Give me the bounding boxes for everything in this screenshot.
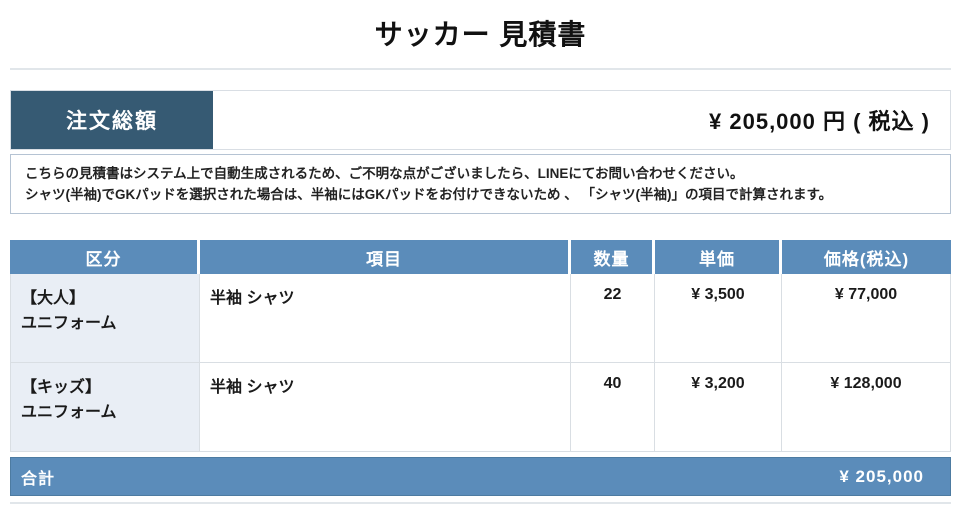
- row-unit-price: ¥ 3,500: [655, 274, 782, 363]
- grand-total-label: 合計: [21, 470, 56, 488]
- row-price: ¥ 77,000: [782, 274, 951, 363]
- row-item: 半袖 シャツ: [200, 363, 571, 452]
- column-header-price: 価格(税込): [782, 240, 951, 274]
- column-header-item: 項目: [200, 240, 571, 274]
- top-divider: [10, 68, 951, 70]
- grand-total-amount: ¥ 205,000: [839, 466, 924, 486]
- row-quantity: 22: [571, 274, 655, 363]
- row-item: 半袖 シャツ: [200, 274, 571, 363]
- column-header-category: 区分: [10, 240, 200, 274]
- row-unit-price: ¥ 3,200: [655, 363, 782, 452]
- page-title: サッカー 見積書: [374, 19, 587, 50]
- column-header-quantity: 数量: [571, 240, 655, 274]
- grand-total-bar: 合計 ¥ 205,000: [10, 457, 951, 496]
- notice-line-2: シャツ(半袖)でGKパッドを選択された場合は、半袖にはGKパッドをお付けできない…: [25, 187, 833, 202]
- notice-line-1: こちらの見積書はシステム上で自動生成されるため、ご不明な点がございましたら、LI…: [25, 166, 744, 181]
- row-category: 【大人】 ユニフォーム: [10, 274, 200, 363]
- row-quantity: 40: [571, 363, 655, 452]
- order-total-bar: 注文総額 ¥ 205,000 円 ( 税込 ): [10, 90, 951, 150]
- row-price: ¥ 128,000: [782, 363, 951, 452]
- order-total-amount: ¥ 205,000 円 ( 税込 ): [709, 109, 930, 134]
- column-header-unit-price: 単価: [655, 240, 782, 274]
- estimate-table: 区分 項目 数量 単価 価格(税込) 【大人】 ユニフォーム 半袖 シャツ 22…: [10, 240, 951, 452]
- bottom-divider: [10, 502, 951, 504]
- row-category: 【キッズ】 ユニフォーム: [10, 363, 200, 452]
- order-total-label: 注文総額: [11, 91, 213, 149]
- notice-box: こちらの見積書はシステム上で自動生成されるため、ご不明な点がございましたら、LI…: [10, 154, 951, 214]
